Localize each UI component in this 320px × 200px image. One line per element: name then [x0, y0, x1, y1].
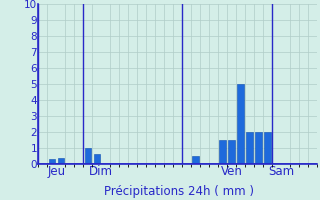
Bar [237, 84, 244, 164]
Bar [228, 140, 235, 164]
Bar [58, 158, 64, 164]
Bar [264, 132, 270, 164]
Bar [85, 148, 91, 164]
Bar [246, 132, 252, 164]
Bar [255, 132, 261, 164]
Text: Précipitations 24h ( mm ): Précipitations 24h ( mm ) [104, 185, 254, 198]
Bar [49, 159, 55, 164]
Bar [94, 154, 100, 164]
Bar [192, 156, 199, 164]
Bar [220, 140, 226, 164]
